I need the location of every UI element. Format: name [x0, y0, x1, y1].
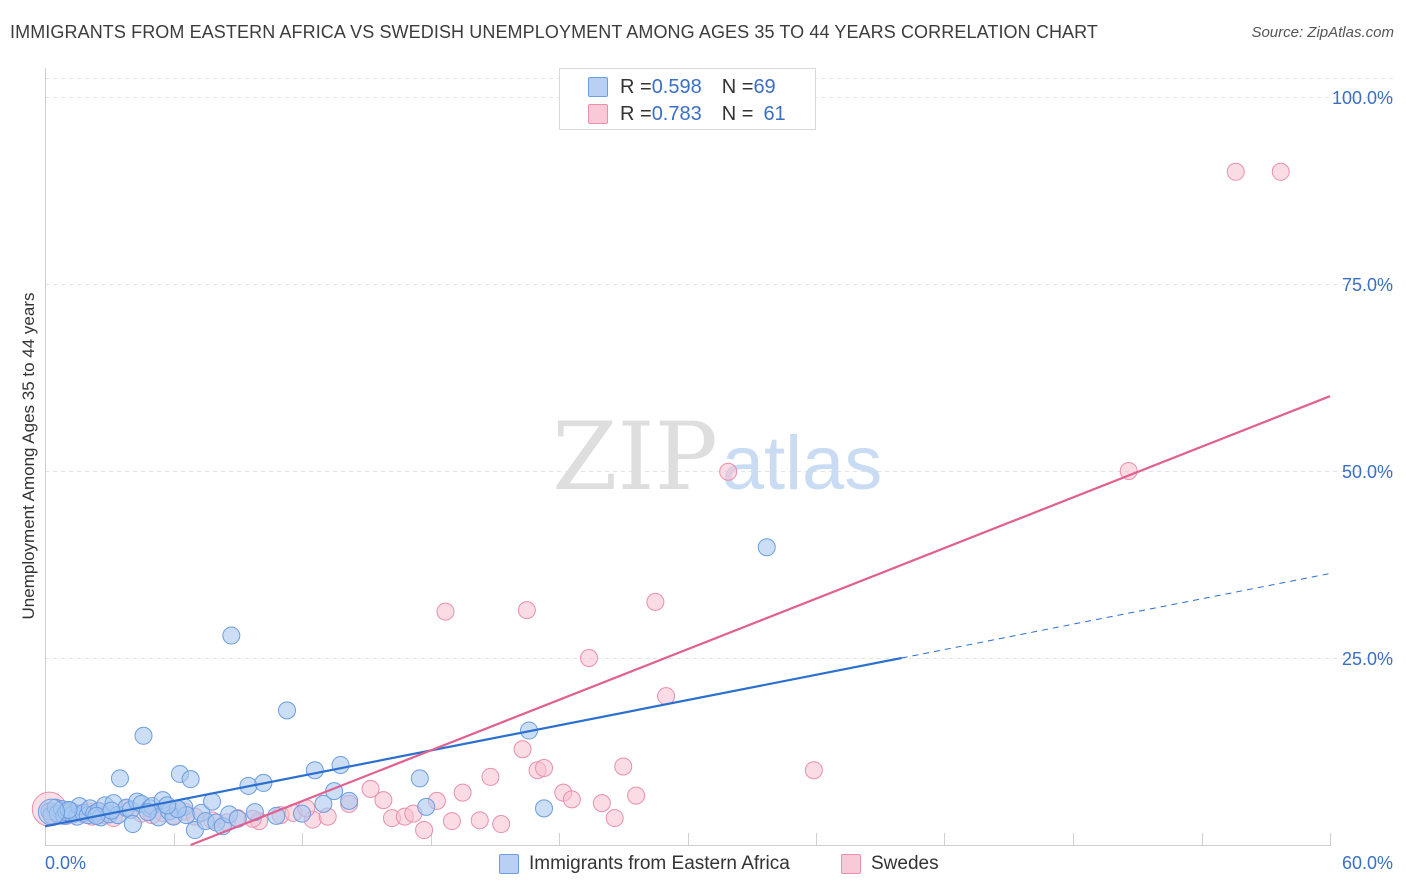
legend-n-label: N = — [721, 102, 754, 125]
grid-lines — [45, 78, 1393, 659]
swedes-point — [442, 812, 461, 831]
swedes-point — [719, 462, 738, 481]
swedes-point — [517, 601, 536, 620]
legend-row-pink: R = 0.783 N = 61 — [620, 102, 786, 126]
chart-title: IMMIGRANTS FROM EASTERN AFRICA VS SWEDIS… — [10, 22, 1099, 42]
bottom-legend-label-blue: Immigrants from Eastern Africa — [529, 853, 790, 874]
eastern-africa-point — [37, 798, 65, 826]
swedes-point — [492, 815, 511, 834]
eastern-africa-point — [102, 801, 121, 820]
swedes-point — [453, 783, 472, 802]
legend-r-label: R = — [620, 102, 652, 125]
legend-swatch-pink — [588, 104, 608, 124]
eastern-africa-point — [757, 538, 776, 557]
swedes-point — [361, 779, 380, 798]
trendline-eastern-africa — [44, 656, 902, 828]
x-tick-label: 60.0% — [1342, 853, 1393, 873]
swedes-point — [481, 767, 500, 786]
trendline-eastern-africa-extension — [901, 572, 1331, 659]
axes — [45, 68, 1331, 846]
bottom-legend-label-pink: Swedes — [871, 853, 939, 874]
legend-n-value: 69 — [753, 75, 776, 98]
eastern-africa-point — [410, 769, 429, 788]
bottom-legend-swatch-blue — [499, 854, 519, 874]
eastern-africa-point — [123, 815, 142, 834]
trend-lines — [44, 395, 1331, 847]
eastern-africa-point — [278, 701, 297, 720]
x-tick-label: 0.0% — [45, 853, 86, 873]
swedes-point — [646, 592, 665, 611]
swedes-point — [579, 649, 598, 667]
swedes-point — [627, 786, 646, 805]
y-tick-label: 50.0% — [1342, 462, 1393, 482]
eastern-africa-point — [181, 770, 200, 789]
legend-r-value: 0.783 — [651, 102, 702, 125]
legend-r-label: R = — [620, 75, 652, 98]
watermark-zip: ZIP — [552, 403, 718, 512]
y-axis-label: Unemployment Among Ages 35 to 44 years — [19, 293, 38, 620]
eastern-africa-point — [222, 626, 241, 645]
y-tick-label: 25.0% — [1342, 649, 1393, 669]
eastern-africa-point — [314, 794, 333, 813]
eastern-africa-point — [417, 797, 436, 816]
eastern-africa-point — [110, 769, 129, 788]
eastern-africa-point — [305, 761, 324, 780]
source-label: Source: ZipAtlas.com — [1251, 24, 1394, 41]
bottom-legend-swatch-pink — [841, 854, 861, 874]
swedes-point — [562, 790, 581, 809]
swedes-point — [374, 791, 393, 810]
swedes-point — [1226, 162, 1245, 181]
swedes-point — [415, 821, 434, 840]
trendline-swedes — [190, 395, 1331, 847]
swedes-point — [592, 794, 611, 813]
swedes-point — [436, 602, 455, 621]
y-tick-label: 100.0% — [1332, 88, 1393, 108]
legend-row-blue: R = 0.598 N = 69 — [620, 75, 776, 99]
swedes-point — [535, 758, 554, 777]
swedes-point — [470, 811, 489, 830]
watermark-atlas: atlas — [722, 421, 883, 506]
eastern-africa-point — [293, 804, 311, 823]
swedes-point — [605, 809, 624, 828]
legend-r-value: 0.598 — [651, 75, 702, 98]
eastern-africa-point — [267, 806, 286, 825]
swedes-point — [513, 740, 532, 759]
legend-n-value: 61 — [763, 102, 786, 125]
eastern-africa-point — [340, 791, 359, 810]
swedes-point — [614, 757, 633, 776]
tick-labels: 25.0% 50.0% 75.0% 100.0% 0.0% 60.0% — [45, 88, 1393, 873]
legend-swatch-blue — [588, 77, 608, 97]
eastern-africa-point — [134, 726, 153, 745]
eastern-africa-point — [535, 799, 554, 818]
correlation-legend: R = 0.598 N = 69 R = 0.783 N = 61 — [559, 68, 816, 130]
swedes-point — [804, 761, 823, 780]
swedes-point — [1271, 162, 1290, 181]
legend-n-label: N = — [721, 75, 754, 98]
y-tick-label: 75.0% — [1342, 275, 1393, 295]
eastern-africa-point — [158, 796, 177, 815]
bottom-legend-blue: Immigrants from Eastern Africa — [499, 850, 790, 878]
bottom-legend-pink: Swedes — [841, 850, 939, 878]
eastern-africa-point — [331, 755, 350, 774]
